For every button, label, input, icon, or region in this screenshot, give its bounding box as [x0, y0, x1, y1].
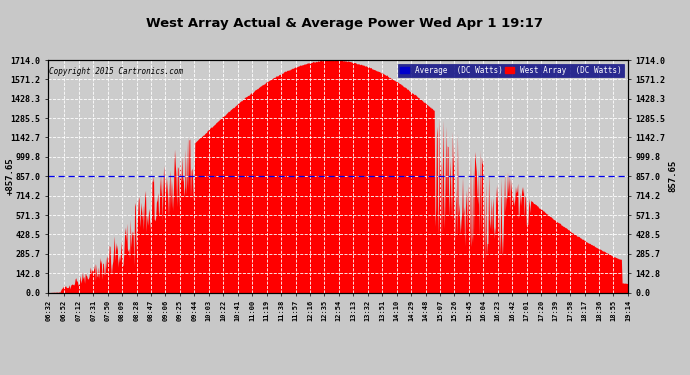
Legend: Average  (DC Watts), West Array  (DC Watts): Average (DC Watts), West Array (DC Watts… — [398, 64, 624, 76]
Text: 857.65: 857.65 — [668, 160, 678, 192]
Text: West Array Actual & Average Power Wed Apr 1 19:17: West Array Actual & Average Power Wed Ap… — [146, 17, 544, 30]
Text: Copyright 2015 Cartronics.com: Copyright 2015 Cartronics.com — [49, 67, 183, 76]
Text: +857.65: +857.65 — [6, 158, 15, 195]
